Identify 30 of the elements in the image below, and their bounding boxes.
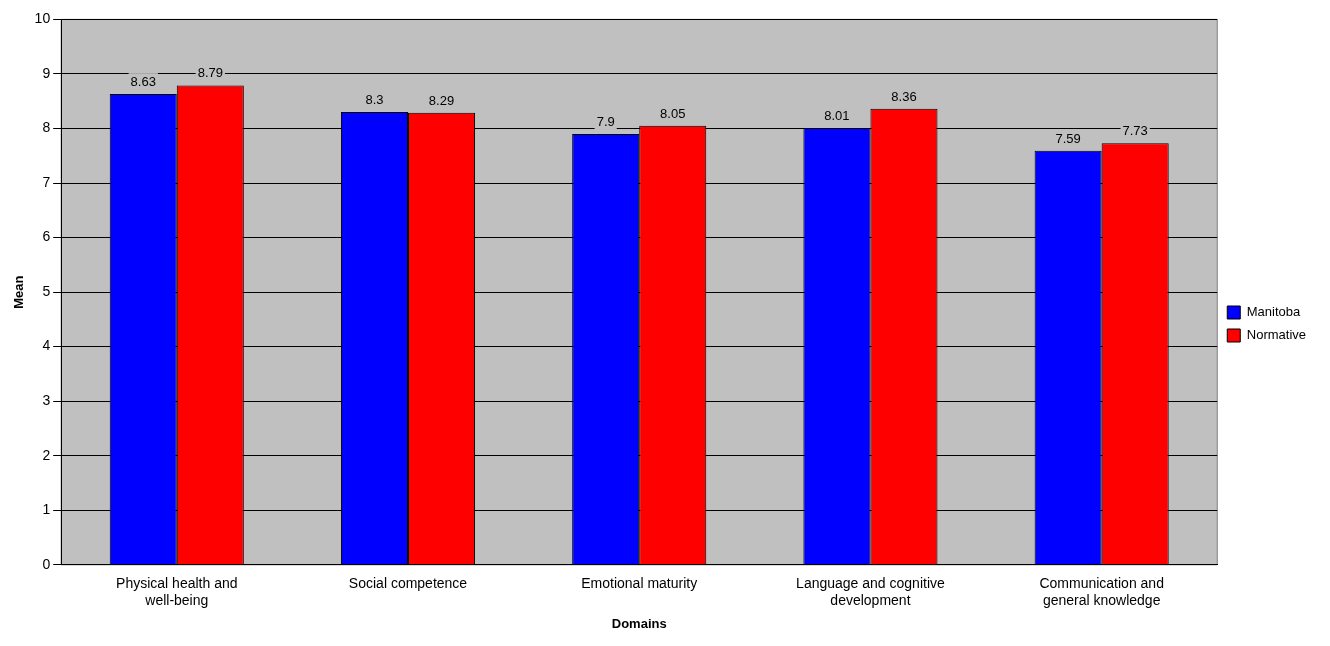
data-label: 8.01 xyxy=(824,108,850,124)
x-tick-label: Social competence xyxy=(348,575,468,592)
y-tick-label: 7 xyxy=(42,173,51,190)
y-tick-label: 5 xyxy=(42,282,51,299)
y-tick-label: 0 xyxy=(42,555,51,572)
data-label: 8.36 xyxy=(891,88,917,104)
data-label: 8.05 xyxy=(660,105,686,121)
data-label: 8.29 xyxy=(428,92,455,108)
data-label: 7.9 xyxy=(596,114,615,130)
y-tick-label: 1 xyxy=(42,501,51,518)
x-tick-label: Physical health and well-being xyxy=(116,575,238,608)
x-tick-label: Language and cognitive development xyxy=(796,575,945,608)
y-tick-label: 6 xyxy=(42,228,51,245)
x-axis-title: Domains xyxy=(611,615,667,631)
y-tick-label: 4 xyxy=(42,337,51,354)
y-tick-label: 2 xyxy=(42,446,51,463)
y-tick-label: 8 xyxy=(42,119,51,136)
y-axis-title: Mean xyxy=(11,275,27,309)
legend-label: Normative xyxy=(1246,327,1307,343)
y-tick-label: 3 xyxy=(42,392,51,409)
data-label: 8.79 xyxy=(197,65,223,81)
data-label: 8.63 xyxy=(130,74,156,90)
data-label: 8.3 xyxy=(365,92,384,108)
x-tick-label: Emotional maturity xyxy=(581,575,698,592)
data-label: 7.73 xyxy=(1122,123,1148,139)
y-tick-label: 10 xyxy=(34,10,51,27)
x-tick-label: Communication and general knowledge xyxy=(1039,575,1164,608)
data-label: 7.59 xyxy=(1055,130,1081,146)
legend-label: Manitoba xyxy=(1246,304,1302,320)
y-tick-label: 9 xyxy=(42,64,51,81)
